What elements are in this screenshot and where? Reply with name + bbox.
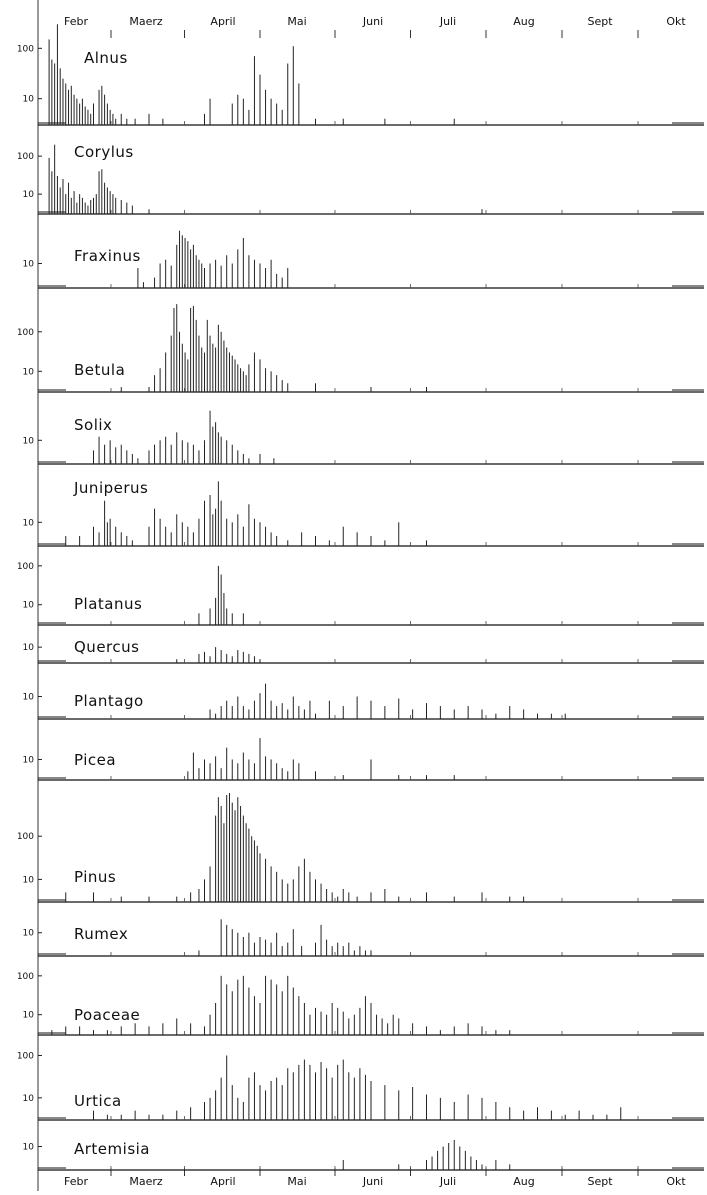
y-tick-label: 10 [23, 1094, 35, 1104]
species-panel-juniperus: 10 Juniperus [23, 479, 704, 547]
month-label-bottom: Okt [666, 1175, 686, 1188]
month-label-top: Juni [362, 15, 383, 28]
species-panel-alnus: 10 100 Alnus [17, 24, 704, 126]
species-panel-artemisia: 10 Artemisia [23, 1139, 704, 1171]
y-tick-label: 10 [23, 929, 35, 939]
species-label: Poaceae [74, 1006, 140, 1024]
species-label: Betula [74, 361, 125, 379]
species-label: Platanus [74, 595, 142, 613]
y-tick-label: 10 [23, 259, 35, 269]
species-panel-betula: 10 100 Betula [17, 304, 704, 393]
y-tick-label: 100 [17, 1051, 34, 1061]
y-tick-label: 10 [23, 190, 35, 200]
species-label: Picea [74, 751, 116, 769]
species-panel-picea: 10 Picea [23, 738, 704, 781]
month-label-top: Mai [287, 15, 306, 28]
time-axis-layer: Febr Febr Maerz Maerz April April Mai Mai Juni Ju… [37, 0, 686, 1191]
species-panel-poaceae: 10 100 Poaceae [17, 972, 704, 1036]
y-tick-label: 10 [23, 1143, 35, 1153]
species-panel-rumex: 10 Rumex [23, 919, 704, 957]
y-tick-label: 10 [23, 1011, 35, 1021]
month-label-bottom: Maerz [129, 1175, 163, 1188]
y-tick-label: 100 [17, 972, 34, 982]
month-label-top: Sept [587, 15, 613, 28]
y-tick-label: 10 [23, 755, 35, 765]
species-label: Alnus [84, 49, 128, 67]
species-panel-plantago: 10 Plantago [23, 683, 704, 720]
y-tick-label: 10 [23, 601, 35, 611]
month-label-bottom: Mai [287, 1175, 306, 1188]
month-label-top: Febr [64, 15, 88, 28]
species-panel-platanus: 10 100 Platanus [17, 562, 704, 626]
species-label: Plantago [74, 692, 144, 710]
y-tick-label: 10 [23, 693, 35, 703]
y-tick-label: 10 [23, 643, 35, 653]
month-label-bottom: April [210, 1175, 235, 1188]
month-label-bottom: Sept [587, 1175, 613, 1188]
species-label: Rumex [74, 925, 128, 943]
y-tick-label: 10 [23, 367, 35, 377]
y-tick-label: 100 [17, 832, 34, 842]
month-label-top: Maerz [129, 15, 163, 28]
month-label-top: Juli [439, 15, 456, 28]
y-tick-label: 10 [23, 436, 35, 446]
species-label: Quercus [74, 638, 139, 656]
species-panel-quercus: 10 Quercus [23, 638, 704, 664]
species-panel-urtica: 10 100 Urtica [17, 1051, 704, 1121]
y-tick-label: 100 [17, 152, 34, 162]
y-tick-label: 100 [17, 328, 34, 338]
y-tick-label: 10 [23, 875, 35, 885]
species-label: Solix [74, 416, 112, 434]
month-label-top: Aug [513, 15, 534, 28]
species-label: Urtica [74, 1092, 122, 1110]
species-label: Juniperus [73, 479, 148, 497]
y-tick-label: 100 [17, 44, 34, 54]
species-panel-fraxinus: 10 Fraxinus [23, 230, 704, 289]
y-tick-label: 10 [23, 95, 35, 105]
month-label-bottom: Juli [439, 1175, 456, 1188]
y-tick-label: 100 [17, 562, 34, 572]
month-label-top: Okt [666, 15, 686, 28]
species-panel-pinus: 10 100 Pinus [17, 793, 704, 903]
species-label: Corylus [74, 143, 134, 161]
species-panel-corylus: 10 100 Corylus [17, 143, 704, 215]
species-panels-layer: 10 100 Alnus 10 100 Corylus 10 Fraxinus 10 100 Bet… [17, 24, 704, 1171]
month-label-bottom: Febr [64, 1175, 88, 1188]
species-label: Artemisia [74, 1140, 150, 1158]
month-label-top: April [210, 15, 235, 28]
month-label-bottom: Juni [362, 1175, 383, 1188]
month-label-bottom: Aug [513, 1175, 534, 1188]
species-label: Fraxinus [74, 247, 141, 265]
y-tick-label: 10 [23, 518, 35, 528]
species-panel-solix: 10 Solix [23, 410, 704, 465]
species-label: Pinus [74, 868, 116, 886]
